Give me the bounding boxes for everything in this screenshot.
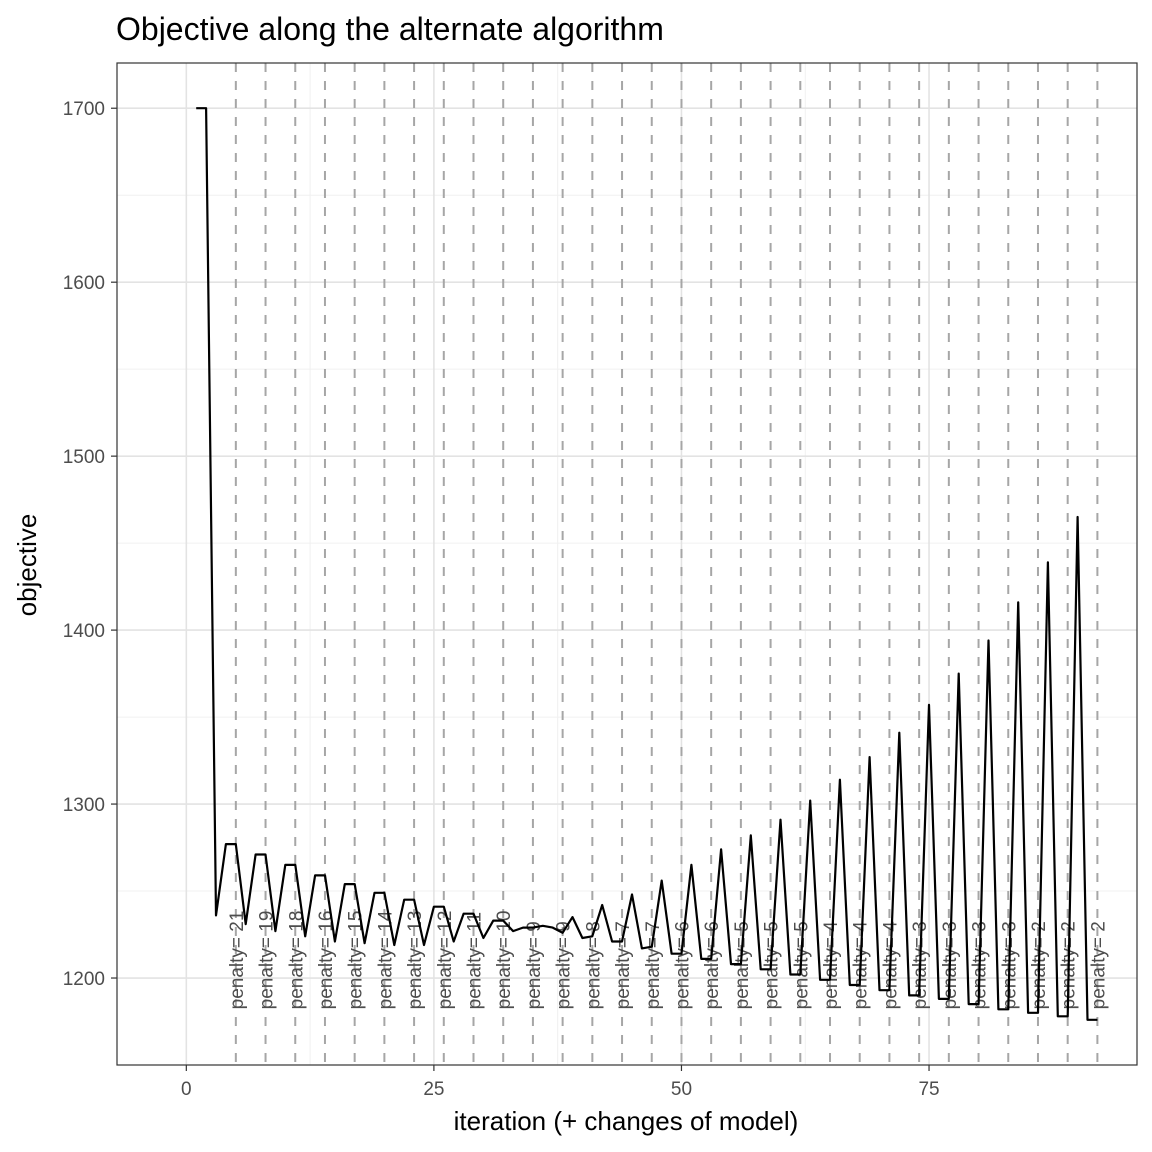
penalty-labels: penalty= 21 penalty= 19 penalty= 18 penalty… <box>227 910 1110 1009</box>
objective-series <box>196 107 1098 1021</box>
y-tick-label: 1400 <box>63 621 105 642</box>
y-tick-label: 1700 <box>63 99 105 120</box>
penalty-label: penalty= 11 <box>465 912 486 1009</box>
penalty-label: penalty= 6 <box>672 921 693 1009</box>
penalty-label: penalty= 5 <box>762 921 783 1009</box>
penalty-label: penalty= 2 <box>1088 921 1109 1009</box>
x-tick-label: 75 <box>918 1079 939 1100</box>
penalty-label: penalty= 8 <box>583 921 604 1009</box>
chart-title: Objective along the alternate algorithm <box>116 11 664 47</box>
objective-line <box>196 107 1098 1021</box>
penalty-label: penalty= 9 <box>524 921 545 1009</box>
y-tick-label: 1600 <box>63 273 105 294</box>
penalty-label: penalty= 5 <box>732 921 753 1009</box>
y-tick-label: 1200 <box>63 969 105 990</box>
penalty-label: penalty= 10 <box>494 911 515 1010</box>
x-axis-ticks: 0 25 50 75 <box>181 1065 940 1100</box>
y-tick-label: 1500 <box>63 447 105 468</box>
panel-border <box>116 62 1138 1066</box>
y-tick-label: 1300 <box>63 795 105 816</box>
x-tick-label: 50 <box>671 1079 692 1100</box>
penalty-label: penalty= 13 <box>405 911 426 1010</box>
y-axis-title: objective <box>12 514 42 617</box>
x-tick-label: 25 <box>423 1079 444 1100</box>
penalty-label: penalty= 12 <box>435 911 456 1010</box>
penalty-label: penalty= 18 <box>286 911 307 1010</box>
penalty-label: penalty= 9 <box>554 921 575 1009</box>
penalty-label: penalty= 6 <box>702 921 723 1009</box>
penalty-label: penalty= 21 <box>227 911 248 1010</box>
penalty-label: penalty= 7 <box>643 921 664 1009</box>
penalty-label: penalty= 7 <box>613 921 634 1009</box>
x-tick-label: 0 <box>181 1079 192 1100</box>
penalty-label: penalty= 19 <box>257 911 278 1010</box>
grid-minor <box>117 63 1137 1065</box>
x-axis-title: iteration (+ changes of model) <box>454 1106 799 1136</box>
penalty-label: penalty= 16 <box>316 911 337 1010</box>
penalty-label: penalty= 15 <box>346 911 367 1010</box>
penalty-label: penalty= 14 <box>375 910 396 1009</box>
y-axis-ticks: 1200 1300 1400 1500 1600 1700 <box>63 99 117 990</box>
